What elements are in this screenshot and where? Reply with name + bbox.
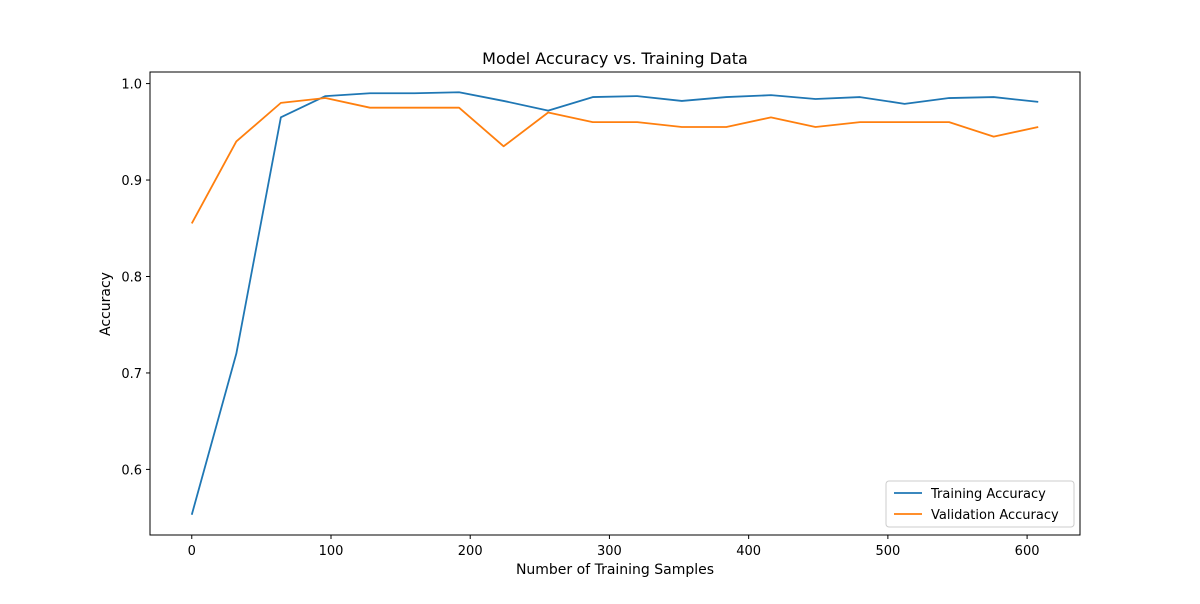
legend-label: Validation Accuracy	[931, 508, 1059, 523]
chart-title: Model Accuracy vs. Training Data	[482, 49, 748, 68]
y-tick-label: 0.6	[121, 463, 142, 478]
x-tick-label: 600	[1015, 544, 1040, 559]
y-tick-label: 0.9	[121, 174, 142, 189]
y-tick-label: 0.8	[121, 270, 142, 285]
x-tick-label: 500	[875, 544, 900, 559]
x-tick-label: 200	[458, 544, 483, 559]
x-tick-label: 0	[188, 544, 196, 559]
series-line-validation-accuracy	[190, 97, 1039, 224]
legend-box	[885, 480, 1075, 528]
x-tick-label: 300	[597, 544, 622, 559]
x-axis-label: Number of Training Samples	[516, 562, 714, 578]
x-tick-label: 400	[736, 544, 761, 559]
plot-frame	[149, 71, 1081, 536]
legend: Training Accuracy Validation Accuracy	[885, 480, 1075, 528]
y-tick-label: 0.7	[121, 367, 142, 382]
series-line-training-accuracy	[190, 91, 1039, 515]
y-tick-label: 1.0	[121, 78, 142, 93]
y-axis-label: Accuracy	[98, 272, 114, 336]
plot-area: 0 100 200 300 400 500 600 0.6 0.7 0.8 0.9 1.0	[121, 71, 1081, 559]
legend-label: Training Accuracy	[930, 487, 1046, 502]
x-tick-label: 100	[319, 544, 344, 559]
